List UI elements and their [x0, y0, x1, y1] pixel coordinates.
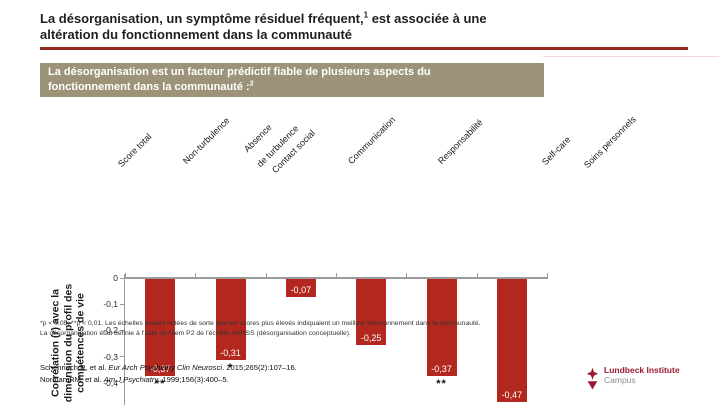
- lundbeck-star-icon: [586, 367, 599, 390]
- y-axis-tick: [120, 329, 125, 331]
- reference-citation: . 1999;156(3):400–5.: [158, 374, 229, 384]
- y-axis-tick: [120, 277, 125, 279]
- reference-list: Schennach R, et al. Eur Arch Psychiatry …: [40, 362, 460, 385]
- reference-authors: Norman RM, et al.: [40, 374, 104, 384]
- banner-reference-superscript: 2: [249, 80, 254, 88]
- significance-stars: *: [227, 362, 234, 375]
- slide-title: La désorganisation, un symptôme résiduel…: [40, 11, 688, 43]
- footnote: *p < 0,05. **p < 0,01. Les échelles étai…: [40, 319, 670, 339]
- lundbeck-institute-campus-logo: Lundbeck Institute Campus: [585, 365, 680, 391]
- bar: -0,25: [356, 279, 387, 345]
- x-axis-tick: [547, 273, 548, 277]
- category-label-text: Self-care: [539, 134, 573, 167]
- reference-item: Norman RM, et al. Am J Psychiatry. 1999;…: [40, 374, 460, 386]
- reference-journal: Am J Psychiatry: [103, 374, 159, 384]
- bar: -0,07: [285, 279, 316, 298]
- bar: -0,37 **: [426, 279, 457, 389]
- reference-citation: . 2015;265(2):107–16.: [222, 363, 297, 372]
- y-axis-tick-label: -0,1: [103, 299, 118, 310]
- y-axis-tick-label: -0,2: [103, 325, 118, 336]
- x-axis-zero-line: [125, 277, 548, 279]
- category-label-text: Communication: [345, 114, 398, 166]
- bar: -0,37 **: [145, 279, 176, 389]
- y-axis-line: [124, 274, 125, 405]
- bar-value-label: -0,37: [431, 363, 452, 374]
- significance-stars: **: [436, 377, 447, 390]
- y-axis-tick: [120, 356, 125, 358]
- x-axis-tick: [406, 273, 408, 277]
- reference-journal: Eur Arch Psychiatry Clin Neurosci: [108, 363, 223, 372]
- category-label-text: Soins personnels: [581, 114, 638, 170]
- y-axis-tick-label: 0: [113, 273, 118, 283]
- footnote-line1: *p < 0,05. **p < 0,01. Les échelles étai…: [40, 320, 481, 327]
- template-divider-line: [543, 56, 719, 57]
- category-label-text: Responsabilité: [435, 117, 485, 166]
- y-axis-tick-label: -0,3: [103, 351, 118, 362]
- x-axis-tick: [195, 273, 197, 277]
- reference-authors: Schennach R, et al.: [40, 363, 109, 372]
- logo-name: Lundbeck Institute: [604, 365, 680, 375]
- bar: -0,47***: [496, 279, 527, 405]
- x-axis-tick: [125, 273, 126, 277]
- significance-stars: **: [154, 377, 166, 390]
- bar-value-label: -0,07: [290, 285, 312, 296]
- banner-line1: La désorganisation est un facteur prédic…: [48, 66, 431, 78]
- bar-value-label: -0,37: [149, 363, 171, 374]
- key-message-banner: La désorganisation est un facteur prédic…: [40, 63, 544, 97]
- correlation-bar-chart: Corrélation (r) avec la dimension du pro…: [0, 98, 720, 405]
- y-axis-tick: [120, 303, 125, 305]
- y-axis-tick-label: -0,4: [103, 377, 118, 388]
- plot-area: -0,37 ** -0,31 * -0,07 -0,25 -0,37 ** -0,47***: [125, 279, 547, 405]
- bar-value-label: -0,31: [220, 348, 241, 359]
- category-label-text: Non-turbulence: [180, 115, 232, 166]
- logo-text: Lundbeck Institute Campus: [604, 365, 680, 385]
- x-axis-tick: [476, 273, 478, 277]
- banner-text: fonctionnement dans la communauté :: [48, 81, 250, 93]
- footnote-line2: La désorganisation était définie à l'aid…: [40, 330, 351, 337]
- x-axis-tick: [265, 273, 267, 277]
- bar-value-label: -0,25: [360, 332, 382, 343]
- title-divider-rule: [40, 47, 688, 50]
- title-text-cont: est associée à une: [368, 11, 487, 26]
- x-axis-tick: [336, 273, 337, 277]
- bar-value-label: -0,47: [501, 390, 523, 401]
- slide-title-line1: La désorganisation, un symptôme résiduel…: [40, 11, 688, 27]
- bar: -0,31 *: [215, 279, 246, 374]
- title-reference-superscript: 1: [363, 10, 369, 20]
- reference-item: Schennach R, et al. Eur Arch Psychiatry …: [40, 362, 460, 374]
- logo-campus: Campus: [604, 374, 636, 385]
- slide-title-line2: altération du fonctionnement dans la com…: [40, 27, 353, 42]
- banner-line2: fonctionnement dans la communauté :2: [48, 80, 538, 95]
- y-axis-tick: [120, 382, 125, 384]
- category-label-text: Score total: [115, 131, 154, 169]
- title-text: La désorganisation, un symptôme résiduel…: [40, 11, 364, 26]
